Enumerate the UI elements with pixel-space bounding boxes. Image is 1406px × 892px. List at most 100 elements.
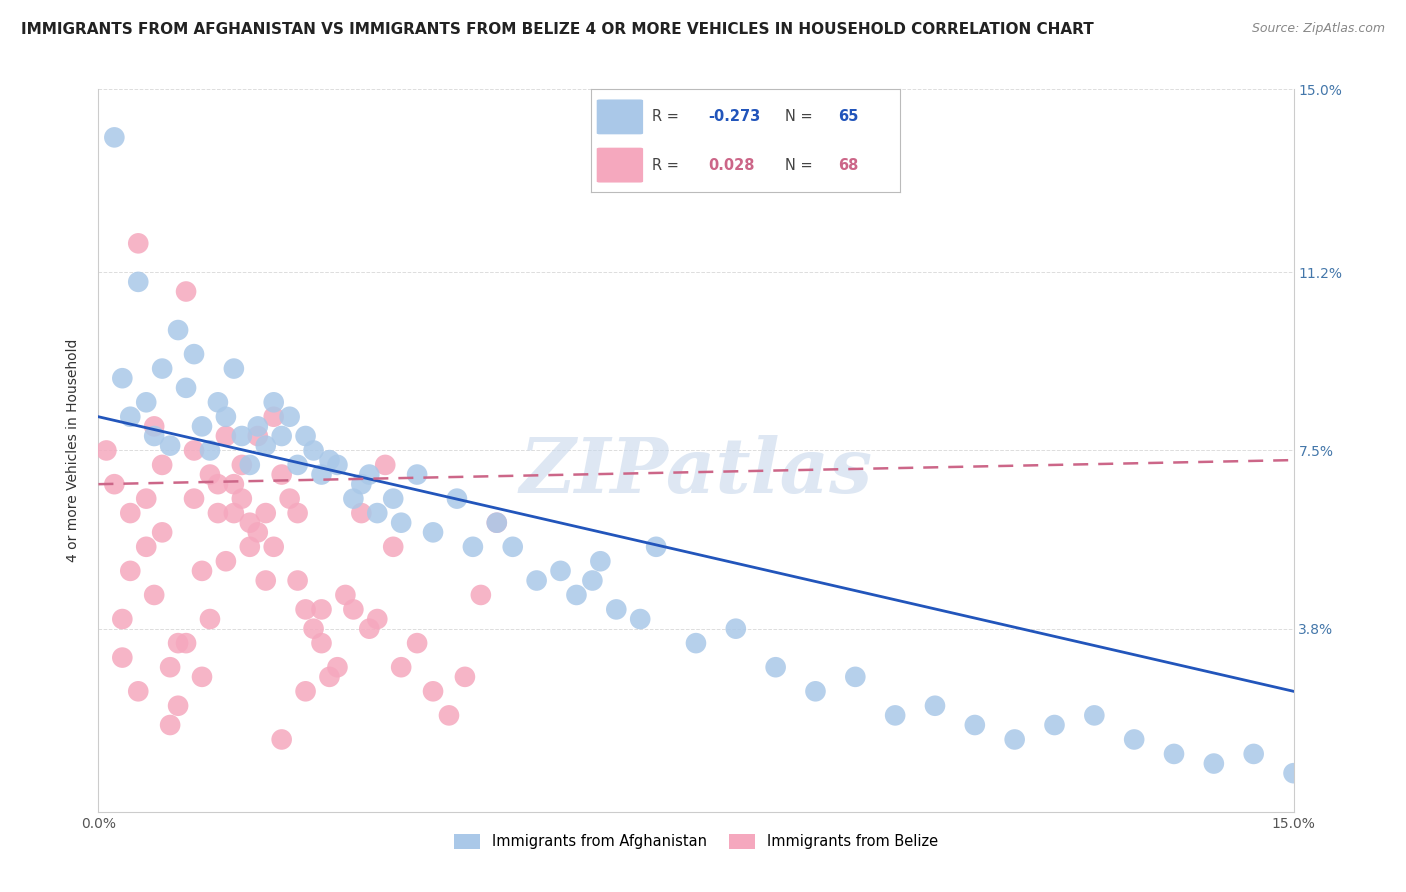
Point <box>685 636 707 650</box>
Point <box>1043 718 1066 732</box>
Point <box>174 285 197 299</box>
Point <box>318 670 340 684</box>
Point <box>120 564 142 578</box>
Point <box>406 636 429 650</box>
Point <box>191 670 214 684</box>
Y-axis label: 4 or more Vehicles in Household: 4 or more Vehicles in Household <box>66 339 80 562</box>
Point <box>135 491 157 506</box>
Point <box>461 540 484 554</box>
Point <box>1243 747 1265 761</box>
Point <box>191 564 214 578</box>
Point <box>1163 747 1185 761</box>
Point <box>254 574 277 588</box>
Point <box>302 622 325 636</box>
Text: Source: ZipAtlas.com: Source: ZipAtlas.com <box>1251 22 1385 36</box>
Point <box>374 458 396 472</box>
Point <box>311 636 333 650</box>
FancyBboxPatch shape <box>596 99 643 135</box>
Point <box>287 458 309 472</box>
Point <box>239 516 262 530</box>
Point <box>239 540 262 554</box>
Point <box>263 395 285 409</box>
Point <box>924 698 946 713</box>
Point <box>294 602 316 616</box>
Point <box>263 409 285 424</box>
Text: -0.273: -0.273 <box>709 110 761 124</box>
Text: R =: R = <box>652 110 683 124</box>
Point <box>350 506 373 520</box>
Point <box>174 381 197 395</box>
Point <box>389 660 412 674</box>
Point <box>103 477 125 491</box>
Point <box>366 506 388 520</box>
Point <box>150 458 173 472</box>
Point <box>359 622 381 636</box>
Point <box>437 708 460 723</box>
Point <box>207 506 229 520</box>
Point <box>222 361 245 376</box>
Point <box>174 636 197 650</box>
Point <box>502 540 524 554</box>
Point <box>645 540 668 554</box>
Point <box>326 458 349 472</box>
Point <box>294 684 316 698</box>
Text: N =: N = <box>786 110 818 124</box>
Point <box>454 670 477 684</box>
Point <box>446 491 468 506</box>
Point <box>222 506 245 520</box>
Point <box>103 130 125 145</box>
Point <box>246 429 269 443</box>
Point <box>326 660 349 674</box>
Point <box>1083 708 1105 723</box>
Point <box>318 453 340 467</box>
Legend: Immigrants from Afghanistan, Immigrants from Belize: Immigrants from Afghanistan, Immigrants … <box>449 828 943 855</box>
Point <box>191 419 214 434</box>
FancyBboxPatch shape <box>596 148 643 183</box>
Point <box>143 419 166 434</box>
Point <box>254 506 277 520</box>
Point <box>485 516 508 530</box>
Point <box>382 540 405 554</box>
Point <box>127 684 149 698</box>
Point <box>150 525 173 540</box>
Point <box>724 622 747 636</box>
Point <box>287 574 309 588</box>
Point <box>550 564 572 578</box>
Point <box>335 588 357 602</box>
Point <box>605 602 627 616</box>
Point <box>167 323 190 337</box>
Point <box>215 429 238 443</box>
Point <box>270 429 292 443</box>
Point <box>1004 732 1026 747</box>
Point <box>120 409 142 424</box>
Point <box>1202 756 1225 771</box>
Text: 68: 68 <box>838 158 858 173</box>
Point <box>198 443 221 458</box>
Point <box>143 588 166 602</box>
Point <box>359 467 381 482</box>
Point <box>183 443 205 458</box>
Point <box>159 439 181 453</box>
Point <box>382 491 405 506</box>
Point <box>628 612 651 626</box>
Point <box>231 458 253 472</box>
Point <box>207 477 229 491</box>
Point <box>135 395 157 409</box>
Point <box>183 347 205 361</box>
Point <box>127 236 149 251</box>
Point <box>120 506 142 520</box>
Point <box>350 477 373 491</box>
Point <box>215 409 238 424</box>
Point <box>96 443 118 458</box>
Point <box>581 574 603 588</box>
Point <box>342 602 364 616</box>
Point <box>239 458 262 472</box>
Point <box>198 612 221 626</box>
Point <box>342 491 364 506</box>
Point <box>246 419 269 434</box>
Point <box>127 275 149 289</box>
Point <box>231 429 253 443</box>
Point <box>311 467 333 482</box>
Point <box>278 491 301 506</box>
Point <box>215 554 238 568</box>
